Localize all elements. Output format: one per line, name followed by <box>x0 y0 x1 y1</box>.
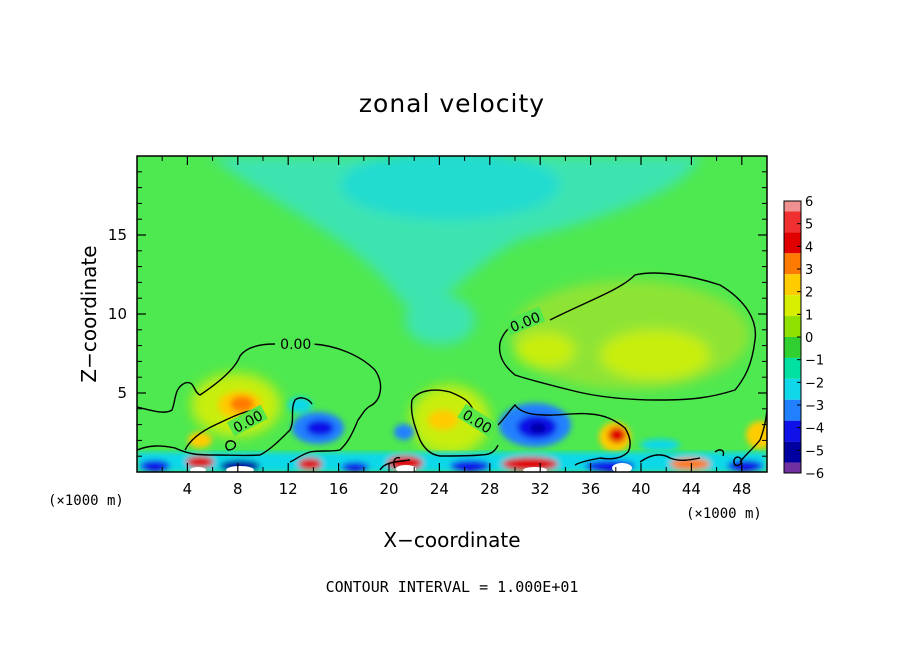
colorbar-label: −4 <box>805 422 824 437</box>
contour-label-bg <box>457 403 499 438</box>
region-positive-core-2 <box>600 330 710 380</box>
colorbar-swatch <box>784 399 801 421</box>
cell-pos-a-core <box>230 396 254 412</box>
colorbar-swatch <box>784 232 801 254</box>
contour-zero-center <box>379 389 631 471</box>
colorbar-label: 4 <box>805 240 813 255</box>
contour-zero-left <box>137 343 382 463</box>
y-tick-label: 5 <box>117 384 127 402</box>
region-negative-core-aloft <box>340 156 560 220</box>
colorbar-swatch <box>784 337 801 358</box>
colorbar-swatch <box>784 357 801 379</box>
colorbar-swatch <box>784 274 801 296</box>
colorbar-label: 6 <box>805 195 813 210</box>
y-axis-label: Z−coordinate <box>77 245 101 382</box>
x-tick-label: 36 <box>581 480 600 498</box>
colorbar-swatch <box>784 211 801 233</box>
contour-interval-note: CONTOUR INTERVAL = 1.000E+01 <box>326 578 579 596</box>
x-tick-label: 24 <box>430 480 449 498</box>
cell-pos-d-core <box>608 427 626 443</box>
cell-neg-a-top <box>288 397 312 413</box>
colorbar-swatch <box>784 253 801 275</box>
region-negative-small <box>405 295 475 345</box>
colorbar-label: −5 <box>805 444 824 459</box>
colorbar-label: 5 <box>805 218 813 233</box>
colorbar-label: −1 <box>805 354 824 369</box>
cell-pos-e <box>746 421 767 449</box>
surface-neg-6 <box>727 460 763 472</box>
colorbar-swatch <box>784 201 801 212</box>
surface-blanks <box>190 463 632 472</box>
region-positive-core-1 <box>515 332 575 368</box>
y-tick-label: 15 <box>108 226 127 244</box>
cell-pos-b <box>188 432 212 448</box>
contour-label-bg <box>276 335 315 352</box>
colorbar-label: 2 <box>805 286 813 301</box>
cell-neg-b-center <box>530 423 546 433</box>
colorbar-swatch <box>784 316 801 337</box>
x-unit-label-left: (×1000 m) <box>48 493 124 509</box>
contour-zero-small-3 <box>733 456 743 467</box>
x-tick-label: 8 <box>233 480 243 498</box>
surface-neg-1 <box>140 460 170 472</box>
cell-neg-a-core <box>306 420 334 436</box>
surface-pos-4 <box>502 457 558 471</box>
x-tick-label: 4 <box>183 480 193 498</box>
contour-zero-small-1 <box>225 440 237 451</box>
cell-neg-c <box>394 424 414 440</box>
surface-neg-4 <box>450 460 490 472</box>
x-unit-label-right: (×1000 m) <box>686 506 762 522</box>
colorbar-label: 3 <box>805 263 813 278</box>
surface-pos-1 <box>186 456 214 468</box>
chart-title: zonal velocity <box>359 89 545 118</box>
contour-zero-bottom <box>639 409 767 463</box>
y-tick-label: 10 <box>108 305 127 323</box>
cell-pos-c <box>428 410 458 430</box>
heatmap-field: 0.000.000.000.00 <box>137 156 767 472</box>
surface-blank-3 <box>396 465 416 472</box>
surface-blank-2 <box>190 467 206 472</box>
colorbar-label: 0 <box>805 331 813 346</box>
surface-blank-4 <box>523 467 547 472</box>
contour-zero-small-2 <box>393 456 401 469</box>
surface-pos-3 <box>387 456 423 470</box>
contour-zero-right <box>498 272 757 401</box>
contour-label-bg <box>504 306 546 336</box>
colorbar-swatch <box>784 462 801 473</box>
x-axis-label: X−coordinate <box>383 528 520 552</box>
colorbar-label: −6 <box>805 467 824 482</box>
x-tick-label: 32 <box>531 480 550 498</box>
surface-pos-2 <box>298 458 322 470</box>
x-tick-label: 44 <box>682 480 701 498</box>
x-tick-label: 12 <box>279 480 298 498</box>
x-tick-label: 20 <box>379 480 398 498</box>
colorbar-swatch <box>784 378 801 400</box>
colorbar-label: −2 <box>805 376 824 391</box>
colorbar-swatch <box>784 295 801 317</box>
x-tick-label: 48 <box>732 480 751 498</box>
contour-label-bg <box>226 404 268 437</box>
colorbar-swatch <box>784 420 801 442</box>
surface-pos-5 <box>670 458 710 470</box>
zero-contours <box>137 272 767 471</box>
colorbar-swatch <box>784 441 801 463</box>
surface-blank-5 <box>612 463 632 472</box>
x-tick-label: 16 <box>329 480 348 498</box>
x-tick-label: 28 <box>480 480 499 498</box>
colorbar-label: 1 <box>805 308 813 323</box>
x-tick-label: 40 <box>631 480 650 498</box>
surface-blank-1 <box>226 466 254 472</box>
contour-zero-left-inner <box>184 409 259 451</box>
cell-neg-d <box>640 439 680 451</box>
colorbar: 6 5 4 3 2 1 0 −1 −2 −3 −4 −5 −6 <box>783 195 824 482</box>
surface-neg-3 <box>341 462 369 472</box>
contour-label: 0.00 <box>280 337 311 353</box>
region-negative-aloft <box>210 156 700 309</box>
colorbar-label: −3 <box>805 399 824 414</box>
